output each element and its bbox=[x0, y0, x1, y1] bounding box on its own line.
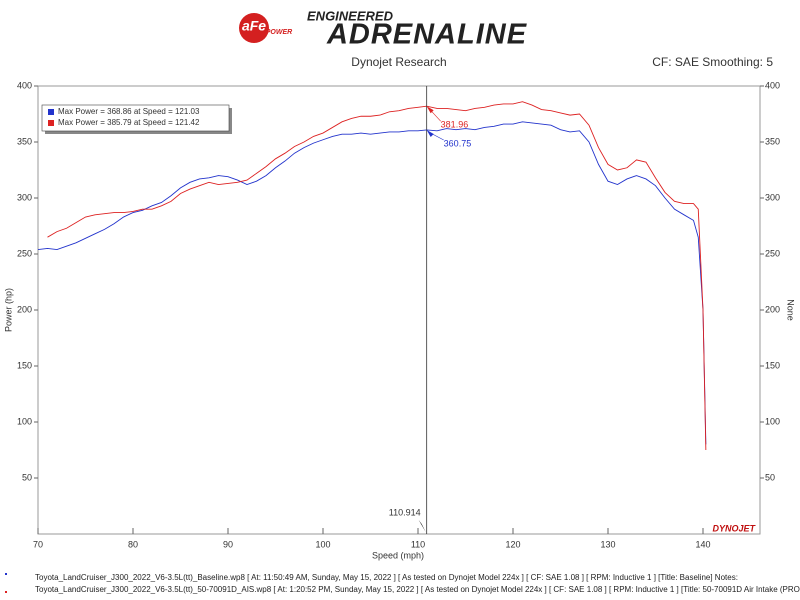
y2-tick-label: 200 bbox=[765, 304, 780, 314]
footer-line: Toyota_LandCruiser_J300_2022_V6-3.5L(tt)… bbox=[35, 585, 800, 594]
y-tick-label: 200 bbox=[17, 304, 32, 314]
y-tick-label: 400 bbox=[17, 80, 32, 90]
legend-swatch bbox=[48, 109, 54, 115]
x-tick-label: 110 bbox=[411, 539, 425, 549]
logo-badge bbox=[239, 13, 269, 43]
x-tick-label: 140 bbox=[695, 539, 710, 549]
chart-subtitle: CF: SAE Smoothing: 5 bbox=[652, 55, 773, 69]
y-tick-label: 100 bbox=[17, 416, 32, 426]
cursor-arrow bbox=[418, 520, 426, 532]
y-tick-label: 300 bbox=[17, 192, 32, 202]
y2-tick-label: 100 bbox=[765, 416, 780, 426]
y2-tick-label: 400 bbox=[765, 80, 780, 90]
annotation-marker bbox=[426, 106, 434, 114]
annotation-label: 360.75 bbox=[444, 138, 472, 148]
y2-tick-label: 50 bbox=[765, 472, 775, 482]
series-line bbox=[37, 121, 707, 445]
tagline-top: ENGINEERED bbox=[307, 8, 394, 23]
plot-area bbox=[37, 85, 761, 535]
footer-line: Toyota_LandCruiser_J300_2022_V6-3.5L(tt)… bbox=[35, 573, 738, 582]
y2-tick-label: 150 bbox=[765, 360, 780, 370]
chart-title: Dynojet Research bbox=[351, 55, 446, 69]
cursor-label: 110.914 bbox=[389, 507, 421, 517]
legend-box bbox=[41, 104, 230, 132]
y-tick-label: 150 bbox=[17, 360, 32, 370]
x-tick-label: 70 bbox=[33, 539, 43, 549]
annotation-marker bbox=[426, 129, 434, 137]
x-tick-label: 90 bbox=[223, 539, 233, 549]
logo-afe: aFe bbox=[242, 18, 266, 34]
y2-tick-label: 300 bbox=[765, 192, 780, 202]
tagline-main: ADRENALINE bbox=[326, 19, 528, 51]
y2-axis-label: None bbox=[786, 299, 796, 321]
y2-tick-label: 350 bbox=[765, 136, 780, 146]
y2-tick-label: 250 bbox=[765, 248, 780, 258]
logo-power: POWER bbox=[266, 29, 292, 36]
x-tick-label: 120 bbox=[505, 539, 520, 549]
y-tick-label: 50 bbox=[22, 472, 32, 482]
x-axis-label: Speed (mph) bbox=[372, 550, 424, 560]
annotation-label: 381.96 bbox=[441, 120, 469, 130]
footer-dot bbox=[5, 573, 7, 575]
x-tick-label: 130 bbox=[600, 539, 615, 549]
x-tick-label: 100 bbox=[315, 539, 330, 549]
brand: DYNOJET bbox=[712, 523, 756, 533]
y-tick-label: 350 bbox=[17, 136, 32, 146]
series-line bbox=[47, 101, 707, 451]
y-axis-label: Power (hp) bbox=[3, 288, 13, 332]
legend-label: Max Power = 368.86 at Speed = 121.03 bbox=[58, 107, 200, 116]
x-tick-label: 80 bbox=[128, 539, 138, 549]
y-tick-label: 250 bbox=[17, 248, 32, 258]
footer-dot bbox=[5, 591, 7, 593]
legend-label: Max Power = 385.79 at Speed = 121.42 bbox=[58, 118, 200, 127]
legend-swatch bbox=[48, 120, 54, 126]
